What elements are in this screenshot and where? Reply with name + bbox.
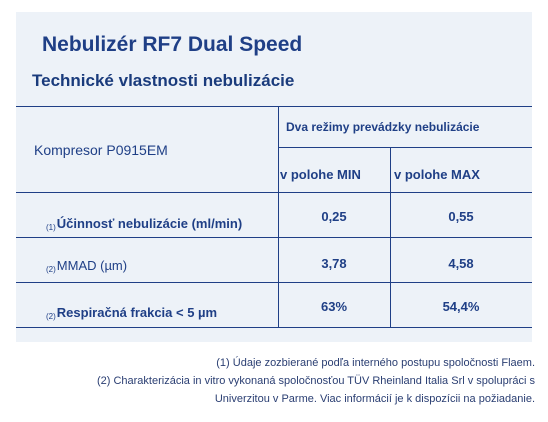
row-value-min: 3,78 bbox=[321, 256, 347, 271]
product-title: Nebulizér RF7 Dual Speed bbox=[42, 33, 303, 56]
column-divider-2 bbox=[390, 147, 391, 327]
table-row: (2)MMAD (µm) bbox=[46, 257, 127, 275]
row-label: Respiračná frakcia < 5 µm bbox=[56, 305, 218, 320]
footnote-3: Univerzitou v Parme. Viac informácií je … bbox=[214, 393, 535, 405]
spec-panel: Nebulizér RF7 Dual Speed Technické vlast… bbox=[16, 12, 532, 342]
table-row: (1)Účinnosť nebulizácie (ml/min) bbox=[46, 215, 242, 233]
subheader-rule bbox=[278, 147, 532, 148]
row-note-ref: (2) bbox=[46, 265, 56, 274]
modes-header: Dva režimy prevádzky nebulizácie bbox=[286, 120, 480, 134]
row-value-max: 0,55 bbox=[448, 209, 474, 224]
footnote-1: (1) Údaje zozbierané podľa interného pos… bbox=[216, 357, 535, 369]
table-bottom-rule bbox=[16, 327, 532, 328]
footnote-2: (2) Charakterizácia in vitro vykonaná sp… bbox=[96, 375, 535, 387]
row-divider-2 bbox=[16, 282, 532, 283]
column-header-min: v polohe MIN bbox=[280, 167, 361, 182]
row-value-max: 54,4% bbox=[442, 299, 480, 314]
compressor-label: Kompresor P0915EM bbox=[34, 142, 168, 158]
table-top-rule bbox=[16, 106, 532, 107]
header-bottom-rule bbox=[16, 192, 532, 193]
row-value-min: 0,25 bbox=[321, 209, 347, 224]
row-divider-1 bbox=[16, 237, 532, 238]
row-note-ref: (2) bbox=[46, 312, 56, 321]
table-row: (2)Respiračná frakcia < 5 µm bbox=[46, 304, 217, 322]
row-label: Účinnosť nebulizácie (ml/min) bbox=[56, 216, 243, 231]
row-value-min: 63% bbox=[320, 299, 348, 314]
section-subtitle: Technické vlastnosti nebulizácie bbox=[32, 71, 295, 90]
row-label: MMAD (µm) bbox=[56, 258, 128, 273]
column-divider-1 bbox=[278, 106, 279, 327]
row-value-max: 4,58 bbox=[448, 256, 474, 271]
footnotes: (1) Údaje zozbierané podľa interného pos… bbox=[97, 354, 535, 408]
row-note-ref: (1) bbox=[46, 223, 56, 232]
column-header-max: v polohe MAX bbox=[394, 167, 480, 182]
